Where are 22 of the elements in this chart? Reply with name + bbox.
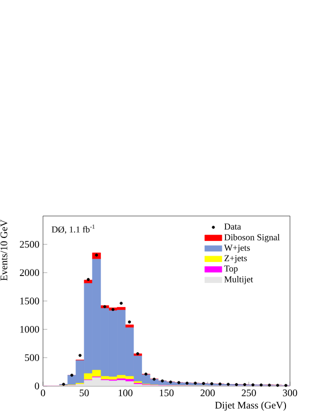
x-axis-title: Dijet Mass (GeV) [215,402,286,411]
legend-label: Diboson Signal [224,234,280,242]
y-axis-title: Events/10 GeV [0,220,8,281]
x-tick-label: 300 [282,390,298,396]
legend-label: Z+jets [224,255,247,264]
legend-label: Multijet [224,276,254,284]
y-tick-label: 1500 [20,298,40,304]
x-tick-label: 100 [118,390,132,396]
x-tick-label: 200 [200,390,215,396]
x-tick-label: 250 [242,390,256,396]
y-tick-label: 500 [25,354,40,362]
legend-label: Data [224,224,241,230]
y-tick-label: 2500 [20,240,40,248]
x-tick-label: 50 [80,390,89,396]
legend-label: W+jets [224,244,250,253]
x-tick-label: 0 [40,390,46,396]
legend-label: Top [224,266,238,274]
y-tick-label: 2000 [20,269,40,276]
annotation: DØ, 1.1 fb$^{-1}$ [52,224,95,234]
y-tick-label: 0 [34,382,40,390]
y-tick-label: 1000 [20,326,40,333]
x-tick-label: 150 [160,390,174,396]
